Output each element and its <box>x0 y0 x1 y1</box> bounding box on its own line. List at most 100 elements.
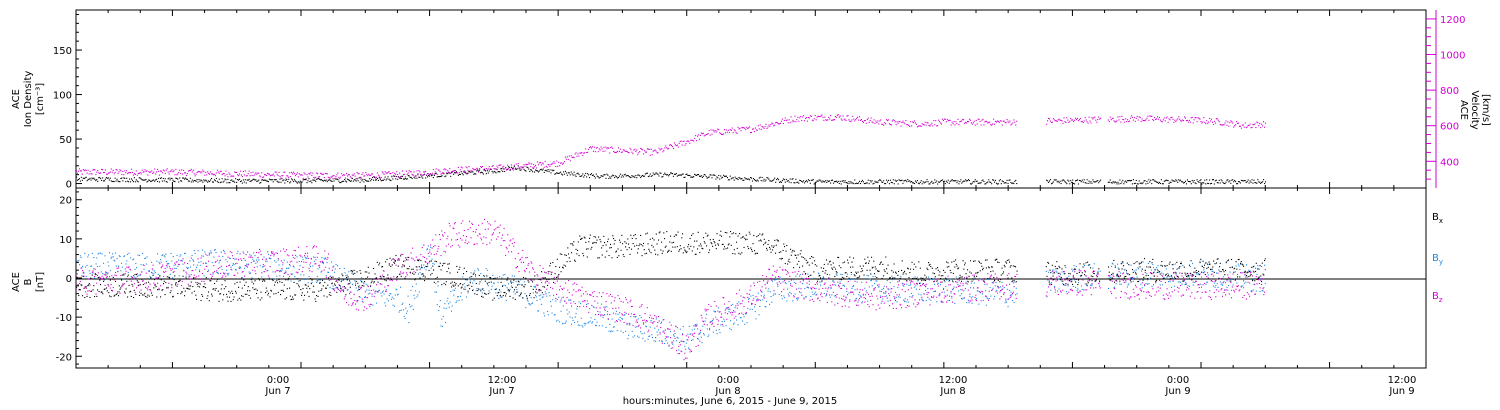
velocity-point <box>369 174 371 176</box>
velocity-point <box>1127 119 1129 121</box>
by-point <box>909 296 911 298</box>
density-point <box>880 179 882 181</box>
velocity-point <box>1109 116 1111 118</box>
bz-point <box>724 312 726 314</box>
density-point <box>840 183 842 185</box>
by-point <box>863 278 865 280</box>
by-point <box>904 300 906 302</box>
by-point <box>371 295 373 297</box>
density-point <box>103 180 106 182</box>
density-point <box>455 171 458 173</box>
density-point <box>468 170 470 173</box>
velocity-point <box>146 170 148 172</box>
bz-point <box>425 261 427 263</box>
bz-point <box>466 236 468 238</box>
bz-point <box>688 348 690 350</box>
by-point <box>914 276 916 278</box>
by-point <box>672 343 674 345</box>
velocity-point <box>946 119 948 121</box>
by-point <box>97 253 99 255</box>
by-point <box>578 301 580 303</box>
by-point <box>1199 260 1201 262</box>
by-point <box>421 274 423 276</box>
density-point <box>376 177 378 180</box>
by-point <box>946 294 948 296</box>
by-point <box>559 321 561 323</box>
by-point <box>862 293 864 295</box>
density-point <box>1250 181 1252 183</box>
density-point <box>624 173 626 175</box>
velocity-point <box>113 173 115 175</box>
velocity-point <box>918 125 920 127</box>
density-point <box>1118 183 1120 185</box>
bz-point <box>376 291 378 293</box>
density-point <box>760 180 762 182</box>
velocity-point <box>850 121 852 123</box>
velocity-point <box>1214 122 1216 124</box>
by-point <box>1203 269 1205 271</box>
by-point <box>958 285 960 287</box>
by-point <box>559 301 561 303</box>
density-point <box>198 178 200 181</box>
velocity-point <box>336 174 338 176</box>
by-point <box>293 266 295 268</box>
velocity-point <box>797 116 799 118</box>
velocity-point <box>1122 118 1124 120</box>
density-point <box>742 179 744 181</box>
bz-point <box>354 300 356 302</box>
density-point <box>1123 183 1125 185</box>
density-point <box>149 179 151 182</box>
density-point <box>909 180 911 182</box>
by-point <box>127 253 129 255</box>
bz-point <box>674 337 676 339</box>
density-point <box>1112 181 1114 183</box>
velocity-point <box>1184 117 1187 119</box>
velocity-point <box>367 175 369 177</box>
density-point <box>1083 179 1085 181</box>
bz-point <box>631 306 633 308</box>
velocity-point <box>380 176 382 179</box>
by-point <box>132 259 134 261</box>
by-point <box>452 289 454 291</box>
bz-point <box>732 312 734 314</box>
by-point <box>508 291 510 293</box>
density-point <box>627 174 629 177</box>
by-point <box>322 262 324 264</box>
density-point <box>294 180 296 182</box>
density-point <box>245 182 247 184</box>
bz-point <box>367 285 369 288</box>
bz-point <box>602 292 604 294</box>
velocity-point <box>992 123 994 125</box>
velocity-point <box>260 176 262 178</box>
bz-point <box>483 236 485 238</box>
velocity-point <box>928 124 930 127</box>
by-point <box>683 341 685 343</box>
by-point <box>1165 268 1167 270</box>
velocity-point <box>93 169 95 171</box>
bz-point <box>493 229 495 231</box>
by-point <box>273 253 275 255</box>
velocity-point <box>1145 119 1147 121</box>
by-point <box>526 299 528 301</box>
velocity-point <box>1007 120 1009 122</box>
by-point <box>1090 284 1092 286</box>
velocity-point <box>901 121 903 124</box>
bz-point <box>731 314 733 316</box>
by-point <box>1078 282 1080 284</box>
velocity-point <box>780 120 782 122</box>
bz-point <box>173 271 175 273</box>
velocity-point <box>1143 119 1145 122</box>
density-point <box>394 175 396 177</box>
velocity-point <box>374 177 377 179</box>
velocity-point <box>963 119 965 121</box>
by-point <box>328 279 330 281</box>
velocity-point <box>119 169 121 171</box>
bz-point <box>538 289 540 291</box>
velocity-point <box>134 173 136 175</box>
density-point <box>876 181 878 183</box>
by-point <box>172 255 174 258</box>
by-point <box>722 325 724 327</box>
by-point <box>967 283 969 285</box>
by-point <box>769 291 771 293</box>
velocity-point <box>1256 121 1258 123</box>
